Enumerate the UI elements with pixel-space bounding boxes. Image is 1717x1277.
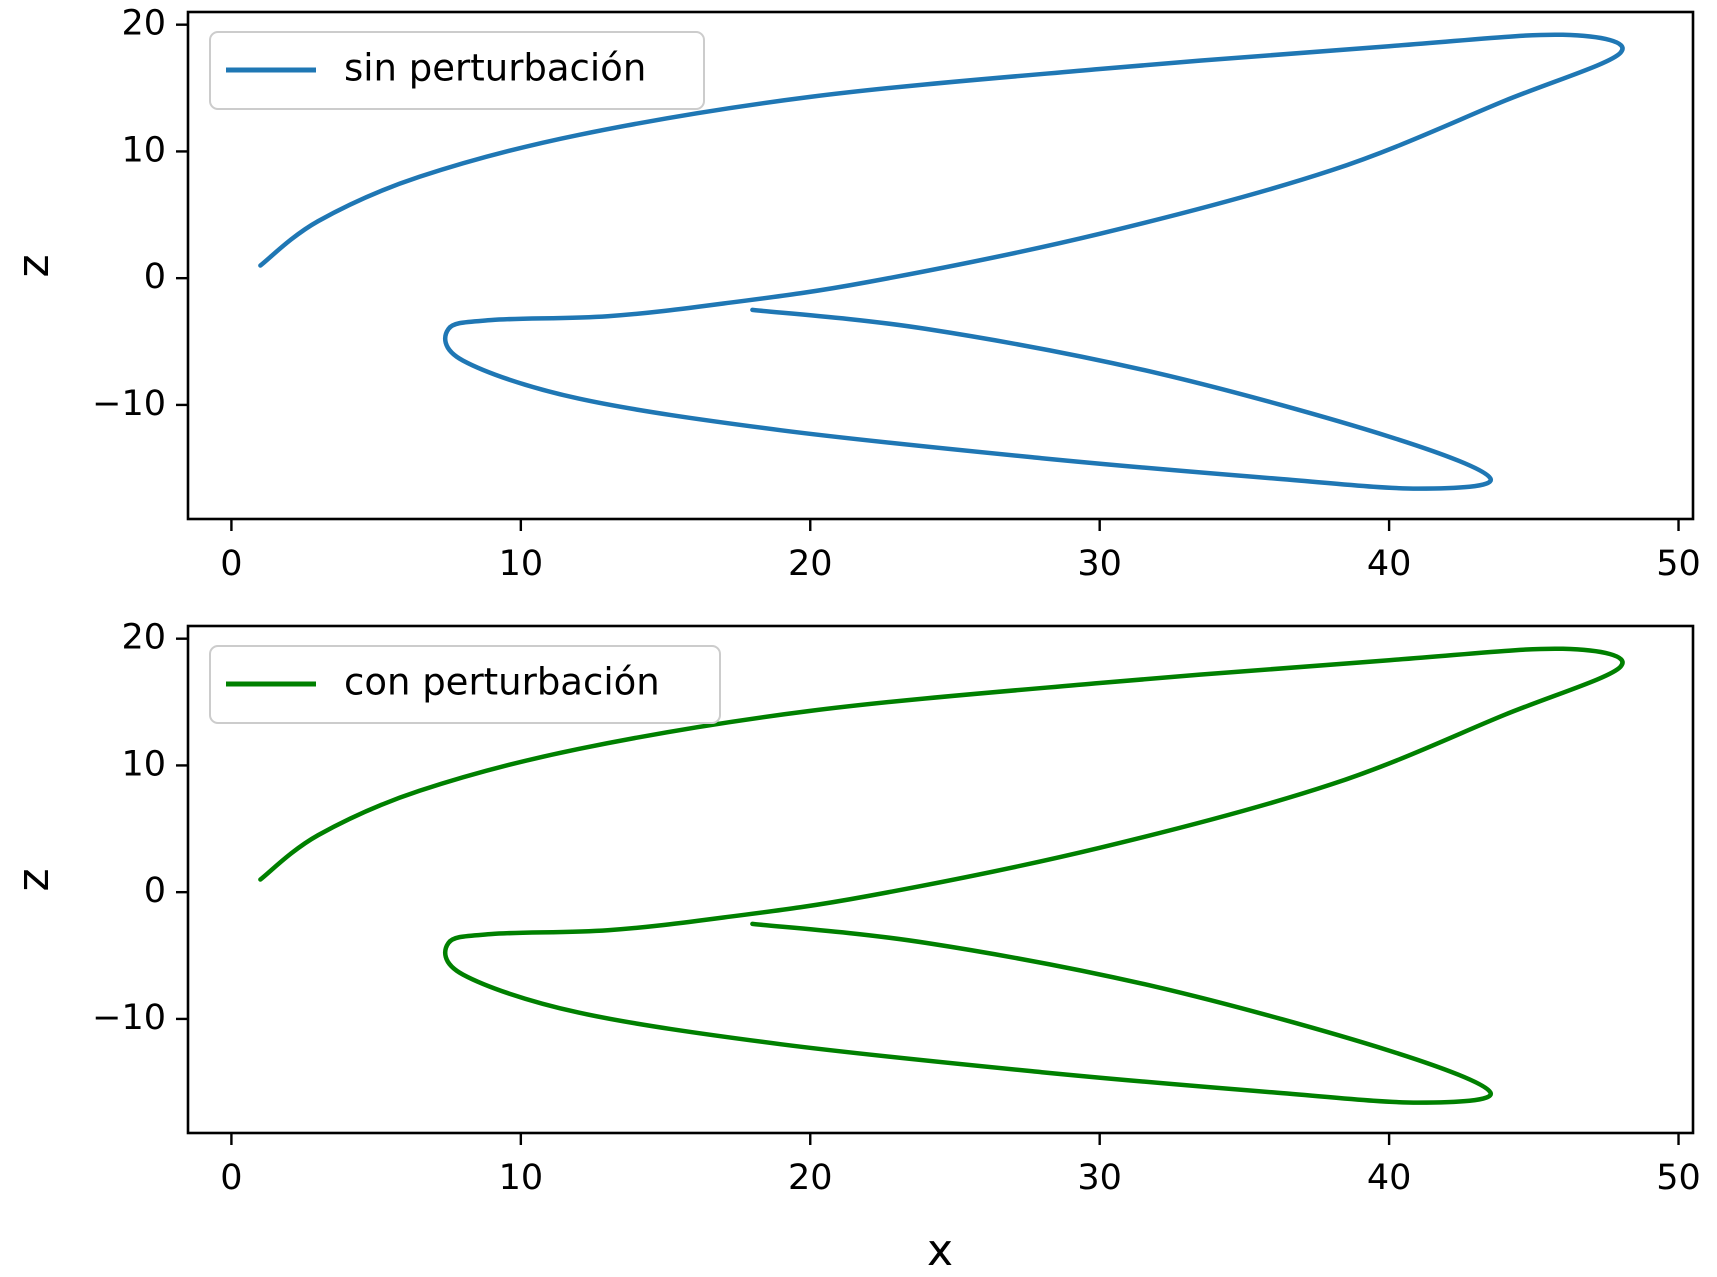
- top-y-tick-label: −10: [92, 384, 166, 424]
- top-y-tick-label: 10: [121, 130, 166, 170]
- top-y-tick-label: 20: [121, 4, 166, 44]
- top-legend-box: [209, 31, 705, 110]
- top-x-ticks: 0 10 20 30 40 50: [220, 519, 1701, 584]
- bottom-axes-frame: [186, 624, 1695, 1135]
- bottom-x-ticks: 0 10 20 30 40 50: [220, 1133, 1701, 1198]
- top-x-tick-label: 30: [1077, 544, 1122, 584]
- top-axes-frame: [186, 10, 1695, 521]
- bottom-x-tick-label: 20: [788, 1158, 833, 1198]
- bottom-x-tick-label: 10: [499, 1158, 544, 1198]
- top-x-tick-label: 0: [220, 544, 242, 584]
- top-legend: sin perturbación: [209, 31, 705, 110]
- top-x-tick-label: 20: [788, 544, 833, 584]
- bottom-legend-label: con perturbación: [344, 661, 660, 704]
- bottom-legend: con perturbación: [209, 645, 721, 724]
- bottom-y-tick-label: 10: [121, 744, 166, 784]
- bottom-x-tick-label: 0: [220, 1158, 242, 1198]
- top-y-axis-label: z: [8, 254, 59, 277]
- bottom-y-axis-label: z: [8, 868, 59, 891]
- top-y-ticks: −10 0 10 20: [92, 4, 188, 424]
- bottom-subplot: 0 10 20 30 40 50 −10 0 10 20 z x con perturbació…: [8, 618, 1701, 1276]
- top-series-line-0: [258, 32, 1625, 491]
- bottom-y-tick-label: 20: [121, 618, 166, 658]
- bottom-series-line-0: [258, 646, 1625, 1105]
- bottom-y-tick-label: 0: [144, 871, 166, 911]
- top-y-tick-label: 0: [144, 257, 166, 297]
- top-x-tick-label: 10: [499, 544, 544, 584]
- top-x-tick-label: 50: [1656, 544, 1701, 584]
- bottom-y-ticks: −10 0 10 20: [92, 618, 188, 1038]
- bottom-x-axis-label: x: [927, 1225, 953, 1276]
- bottom-y-tick-label: −10: [92, 998, 166, 1038]
- bottom-plot-area: [258, 646, 1625, 1105]
- bottom-x-tick-label: 50: [1656, 1158, 1701, 1198]
- top-plot-area: [258, 32, 1625, 491]
- bottom-legend-box: [209, 645, 721, 724]
- bottom-x-tick-label: 30: [1077, 1158, 1122, 1198]
- top-legend-label: sin perturbación: [344, 47, 646, 90]
- top-x-tick-label: 40: [1367, 544, 1412, 584]
- bottom-x-tick-label: 40: [1367, 1158, 1412, 1198]
- top-subplot: 0 10 20 30 40 50 −10 0 10 20 z sin perturbación: [8, 4, 1701, 584]
